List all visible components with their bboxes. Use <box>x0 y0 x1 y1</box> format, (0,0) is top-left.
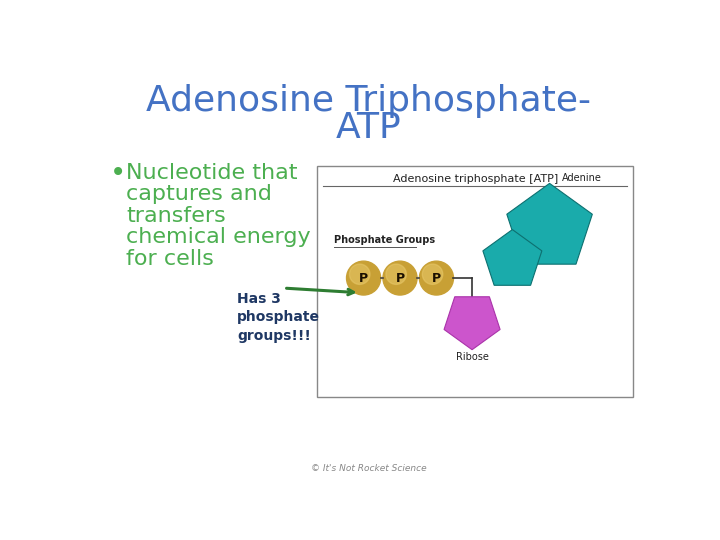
Text: P: P <box>359 272 368 285</box>
Text: captures and: captures and <box>127 184 272 204</box>
Text: Adenosine triphosphate [ATP]: Adenosine triphosphate [ATP] <box>392 174 558 184</box>
Text: ATP: ATP <box>336 111 402 145</box>
Text: Ribose: Ribose <box>456 352 488 362</box>
Text: chemical energy: chemical energy <box>127 227 311 247</box>
Text: © It's Not Rocket Science: © It's Not Rocket Science <box>311 464 427 473</box>
Text: Phosphate Groups: Phosphate Groups <box>334 235 436 245</box>
Circle shape <box>423 264 443 285</box>
Text: •: • <box>109 159 125 187</box>
Text: Nucleotide that: Nucleotide that <box>127 163 298 183</box>
Text: Has 3
phosphate
groups!!!: Has 3 phosphate groups!!! <box>238 292 320 343</box>
Polygon shape <box>483 230 542 285</box>
Circle shape <box>419 261 454 295</box>
Circle shape <box>346 261 381 295</box>
FancyBboxPatch shape <box>317 166 634 397</box>
Circle shape <box>349 264 370 285</box>
Text: P: P <box>432 272 441 285</box>
Text: transfers: transfers <box>127 206 226 226</box>
Polygon shape <box>444 297 500 350</box>
Circle shape <box>386 264 406 285</box>
Polygon shape <box>507 184 593 264</box>
Circle shape <box>383 261 417 295</box>
Text: P: P <box>395 272 405 285</box>
Text: Adenine: Adenine <box>562 173 602 183</box>
Text: Adenosine Triphosphate-: Adenosine Triphosphate- <box>146 84 592 118</box>
Text: for cells: for cells <box>127 249 215 269</box>
